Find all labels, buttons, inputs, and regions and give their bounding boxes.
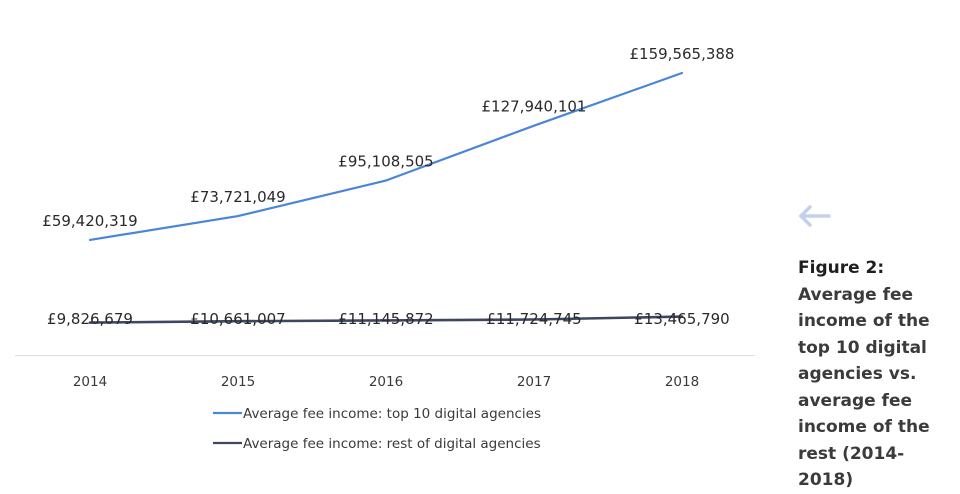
x-tick-label: 2016 bbox=[369, 374, 403, 390]
figure-description: Average fee income of the top 10 digital… bbox=[798, 282, 958, 494]
data-label: £9,826,679 bbox=[47, 310, 133, 328]
data-label: £95,108,505 bbox=[338, 153, 433, 171]
legend-entry: Average fee income: top 10 digital agenc… bbox=[243, 406, 541, 422]
data-label: £10,661,007 bbox=[190, 310, 285, 328]
data-label: £73,721,049 bbox=[190, 188, 285, 206]
figure-number: Figure 2: bbox=[798, 255, 958, 282]
figure-caption: Figure 2: Average fee income of the top … bbox=[798, 255, 958, 494]
x-tick-label: 2015 bbox=[221, 374, 255, 390]
data-label: £59,420,319 bbox=[42, 212, 137, 230]
data-label: £127,940,101 bbox=[482, 98, 587, 116]
x-tick-label: 2014 bbox=[73, 374, 107, 390]
legend-entry: Average fee income: rest of digital agen… bbox=[243, 436, 541, 452]
x-tick-label: 2018 bbox=[665, 374, 699, 390]
x-tick-label: 2017 bbox=[517, 374, 551, 390]
data-label: £13,465,790 bbox=[634, 310, 729, 328]
data-label: £11,724,745 bbox=[486, 310, 581, 328]
data-label: £11,145,872 bbox=[338, 310, 433, 328]
line-chart: £59,420,319 £73,721,049 £95,108,505 £127,94… bbox=[0, 0, 770, 484]
data-label: £159,565,388 bbox=[630, 45, 735, 63]
arrow-left-icon[interactable] bbox=[793, 201, 833, 231]
